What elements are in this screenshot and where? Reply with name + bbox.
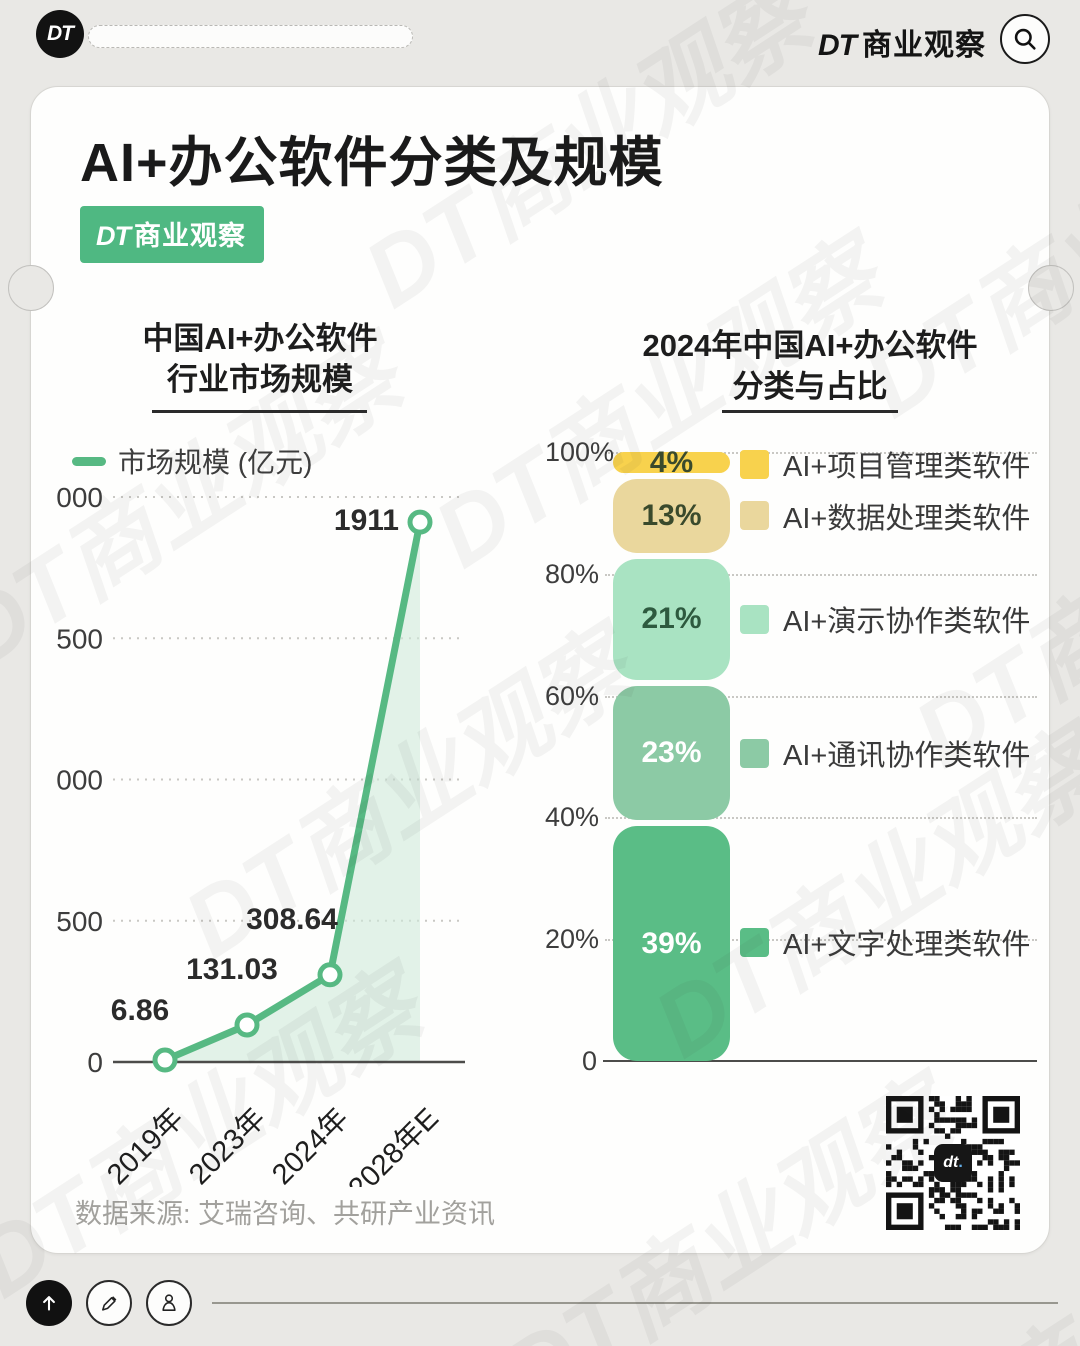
grid-line bbox=[605, 939, 1037, 942]
dt-logo[interactable]: DT bbox=[36, 10, 84, 58]
area-fill bbox=[165, 522, 420, 1062]
bar-segment: 21% bbox=[613, 558, 730, 681]
profile-button[interactable] bbox=[146, 1280, 192, 1326]
legend-label: AI+通讯协作类软件 bbox=[783, 740, 1031, 773]
qr-code: dt. bbox=[886, 1096, 1020, 1230]
legend-swatch bbox=[740, 449, 769, 479]
y-tick-label: 100% bbox=[545, 437, 615, 467]
search-button[interactable] bbox=[1000, 14, 1050, 64]
data-point-marker bbox=[234, 1012, 260, 1038]
qr-center-logo: dt. bbox=[934, 1144, 972, 1182]
point-label: 6.86 bbox=[111, 994, 169, 1027]
data-point-marker bbox=[317, 962, 343, 988]
edit-button[interactable] bbox=[86, 1280, 132, 1326]
point-label: 308.64 bbox=[246, 903, 338, 936]
legend-row: AI+数据处理类软件 bbox=[740, 499, 1030, 535]
dt-logo-text: DT bbox=[47, 22, 74, 45]
bar-segment: 4% bbox=[613, 446, 730, 479]
data-point-marker bbox=[407, 509, 433, 535]
ticket-notch-left bbox=[8, 265, 54, 311]
stack-chart-title: 2024年中国AI+办公软件 分类与占比 bbox=[642, 328, 978, 404]
line-chart-title: 中国AI+办公软件 行业市场规模 bbox=[142, 321, 378, 397]
bar-segment: 23% bbox=[613, 686, 730, 821]
bar-segment-label: 23% bbox=[641, 736, 702, 770]
x-tick-label: 2023年 bbox=[182, 1102, 271, 1187]
brand-badge: DT 商业观察 bbox=[80, 206, 264, 263]
legend-row: AI+通讯协作类软件 bbox=[740, 736, 1030, 772]
y-tick-label: 1000 bbox=[55, 765, 103, 796]
grid-line bbox=[605, 452, 1037, 454]
legend-row: AI+演示协作类软件 bbox=[740, 602, 1030, 638]
magnifier-icon bbox=[1014, 28, 1036, 50]
search-input[interactable] bbox=[88, 25, 413, 48]
footer-divider bbox=[212, 1302, 1058, 1304]
ticket-notch-right bbox=[1028, 265, 1074, 311]
bar-segment: 39% bbox=[613, 826, 730, 1061]
point-label: 131.03 bbox=[186, 953, 278, 986]
y-tick-label: 40% bbox=[545, 802, 600, 833]
title-underline bbox=[722, 410, 898, 413]
y-tick-label: 20% bbox=[545, 924, 600, 955]
line-chart-legend: 市场规模 (亿元) bbox=[72, 441, 312, 481]
y-tick-label: 0 bbox=[581, 1046, 597, 1076]
legend-swatch bbox=[740, 501, 769, 531]
point-label: 1911 bbox=[334, 504, 399, 537]
x-tick-label: 2024年 bbox=[265, 1102, 354, 1187]
x-axis bbox=[603, 1060, 1037, 1062]
bar-segment-label: 21% bbox=[641, 602, 702, 636]
bar-segment: 13% bbox=[613, 479, 730, 553]
legend-swatch bbox=[740, 738, 769, 768]
data-point-marker bbox=[152, 1047, 178, 1073]
legend-swatch bbox=[740, 927, 769, 957]
market-size-line-chart: 2000 1500 1000 500 0 6.86 131.03 308.64 1911 2019… bbox=[55, 482, 465, 1187]
y-tick-label: 80% bbox=[545, 558, 600, 589]
x-tick-label: 2028年E bbox=[342, 1102, 445, 1187]
y-tick-label: 0 bbox=[87, 1047, 103, 1078]
category-share-stacked-chart: 100% 80% 60% 40% 20% 0 4% AI+项目管理类软件 13% AI+数据处理类… bbox=[545, 437, 1050, 1085]
topbar-brand: DT 商业观察 bbox=[818, 29, 986, 62]
legend-line-swatch bbox=[72, 456, 106, 466]
legend-row: AI+文字处理类软件 bbox=[740, 925, 1030, 961]
y-tick-label: 2000 bbox=[55, 482, 103, 513]
grid-line bbox=[605, 573, 1037, 576]
bar-segment-label: 4% bbox=[649, 445, 694, 479]
data-source-note: 数据来源: 艾瑞咨询、共研产业资讯 bbox=[75, 1199, 496, 1229]
legend-label: AI+文字处理类软件 bbox=[783, 929, 1031, 962]
y-tick-label: 1500 bbox=[55, 623, 103, 654]
legend-swatch bbox=[740, 604, 769, 634]
legend-row: AI+项目管理类软件 bbox=[740, 447, 1030, 483]
legend-label: AI+演示协作类软件 bbox=[783, 606, 1031, 639]
y-tick-label: 500 bbox=[56, 906, 103, 937]
pencil-icon bbox=[102, 1296, 117, 1311]
person-icon bbox=[162, 1294, 176, 1311]
page-title: AI+办公软件分类及规模 bbox=[80, 133, 664, 193]
data-line bbox=[161, 518, 424, 1064]
legend-label: AI+项目管理类软件 bbox=[783, 451, 1031, 484]
bar-segment-label: 13% bbox=[641, 498, 702, 532]
x-tick-label: 2019年 bbox=[100, 1102, 189, 1187]
legend-label: AI+数据处理类软件 bbox=[783, 502, 1031, 535]
back-to-top-button[interactable] bbox=[26, 1280, 72, 1326]
bar-segment-label: 39% bbox=[641, 926, 702, 960]
y-tick-label: 60% bbox=[545, 680, 600, 711]
grid-line bbox=[605, 695, 1037, 698]
up-arrow-icon bbox=[43, 1296, 55, 1311]
grid-line bbox=[605, 817, 1037, 820]
title-underline bbox=[152, 410, 367, 413]
